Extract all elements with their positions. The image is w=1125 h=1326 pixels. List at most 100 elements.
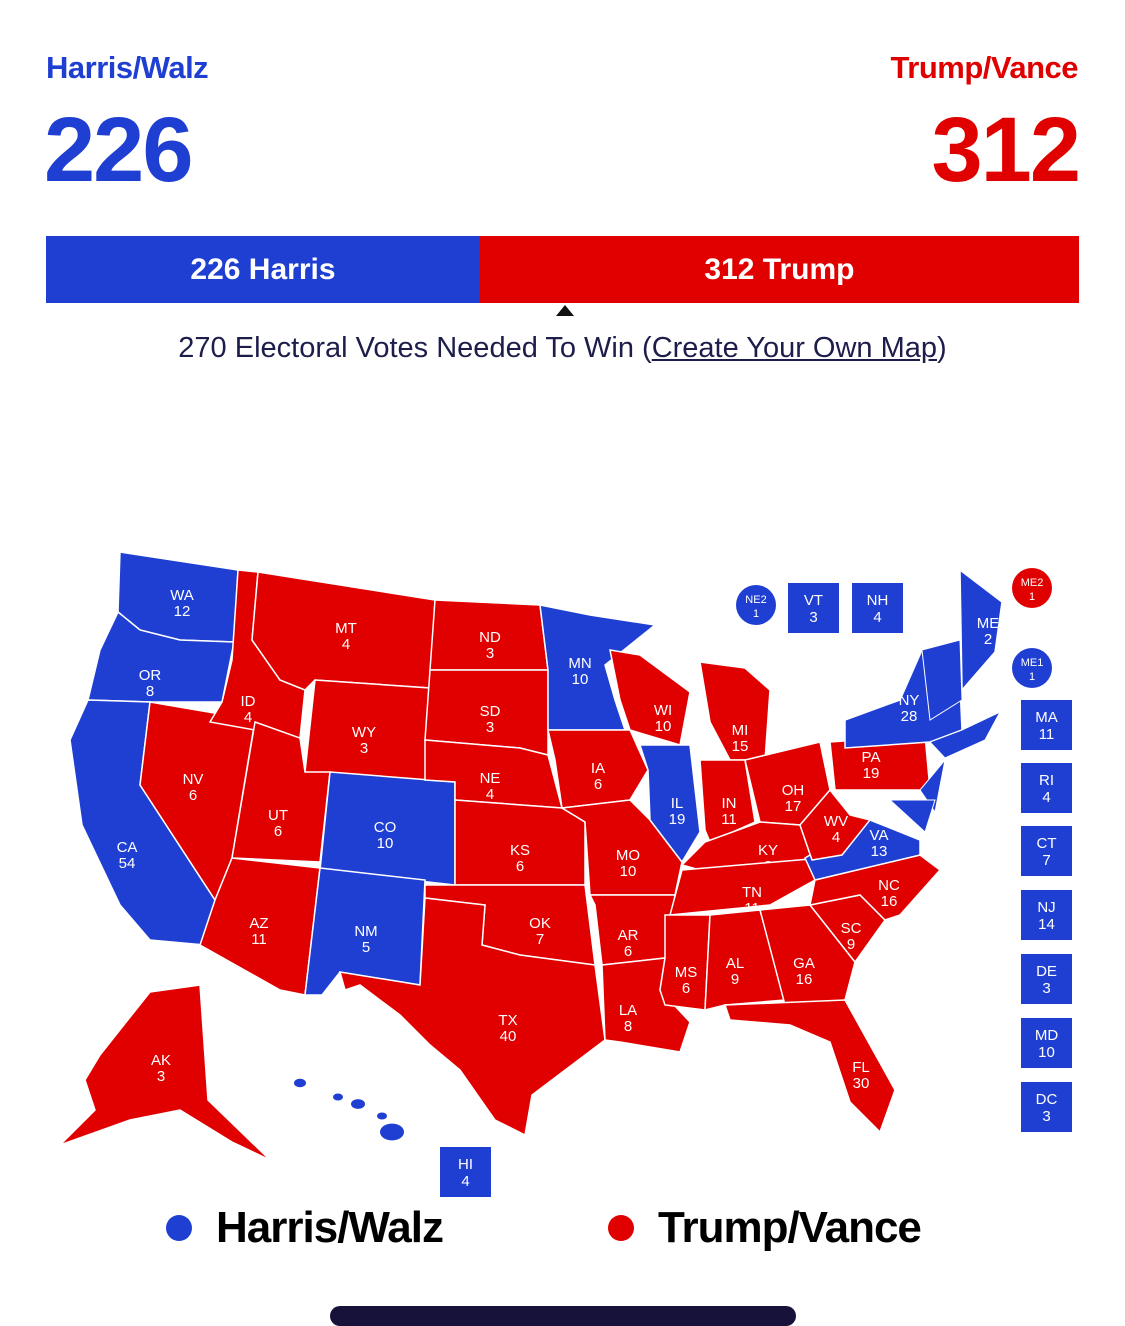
state-box-vt[interactable] — [788, 583, 839, 633]
state-ky-label: KY — [758, 842, 778, 859]
state-box-de-label: DE — [1036, 963, 1057, 980]
state-box-md[interactable] — [1021, 1018, 1072, 1068]
state-me[interactable] — [959, 568, 1003, 692]
state-box-md-ev: 10 — [1038, 1044, 1055, 1061]
state-id-ev: 4 — [244, 709, 252, 726]
state-ar-ev: 6 — [624, 943, 632, 960]
hawaii-island — [380, 1123, 404, 1141]
state-box-hi[interactable] — [440, 1147, 491, 1197]
state-mt-label: MT — [335, 620, 357, 637]
state-wv-ev: 4 — [832, 829, 840, 846]
state-box-hi-label: HI — [458, 1156, 473, 1173]
state-ca-ev: 54 — [119, 855, 136, 872]
state-sd-label: SD — [480, 703, 501, 720]
state-ga[interactable] — [759, 904, 856, 1006]
northeast-state-shape[interactable] — [929, 710, 1002, 759]
state-box-nh-label: NH — [867, 592, 889, 609]
state-box-ma-label: MA — [1035, 709, 1058, 726]
legend-rep: Trump/Vance — [608, 1203, 922, 1253]
state-box-nh[interactable] — [852, 583, 903, 633]
state-ks-ev: 6 — [516, 858, 524, 875]
state-mi-ev: 15 — [732, 738, 749, 755]
state-az-label: AZ — [249, 915, 268, 932]
state-or-label: OR — [139, 667, 162, 684]
state-ia-label: IA — [591, 760, 605, 777]
state-il[interactable] — [638, 744, 701, 864]
district-me2-ev: 1 — [1029, 591, 1035, 603]
state-or-ev: 8 — [146, 683, 154, 700]
northeast-state-shape[interactable] — [921, 639, 963, 721]
state-ar-label: AR — [618, 927, 639, 944]
northeast-state-shape[interactable] — [888, 799, 936, 833]
state-oh-ev: 17 — [785, 798, 802, 815]
state-box-nj-ev: 14 — [1038, 916, 1055, 933]
district-ne2[interactable] — [736, 585, 776, 625]
state-nm-ev: 5 — [362, 939, 370, 956]
state-nc-label: NC — [878, 877, 900, 894]
state-tn-label: TN — [742, 884, 762, 901]
state-fl-ev: 30 — [853, 1075, 870, 1092]
rep-electoral-votes: 312 — [931, 99, 1081, 201]
state-mn[interactable] — [539, 604, 657, 731]
state-co-label: CO — [374, 819, 397, 836]
270-marker-icon — [556, 305, 574, 316]
state-al-ev: 9 — [731, 971, 739, 988]
votes-needed-close: ) — [937, 332, 947, 364]
state-ga-ev: 16 — [796, 971, 813, 988]
state-box-ct-ev: 7 — [1042, 852, 1050, 869]
state-ca-label: CA — [117, 839, 138, 856]
state-box-ma-ev: 11 — [1039, 726, 1055, 743]
state-tn[interactable] — [668, 857, 824, 916]
state-mo-ev: 10 — [620, 863, 637, 880]
dem-dot-icon — [166, 1215, 192, 1241]
dem-bar-segment: 226 Harris — [46, 236, 480, 303]
state-ks-label: KS — [510, 842, 530, 859]
state-wi-label: WI — [654, 702, 672, 719]
state-fl[interactable] — [723, 999, 896, 1134]
district-me1[interactable] — [1012, 648, 1052, 688]
state-box-de[interactable] — [1021, 954, 1072, 1004]
district-ne2-ev: 1 — [753, 608, 759, 620]
state-ak[interactable] — [59, 984, 271, 1161]
state-box-ri[interactable] — [1021, 763, 1072, 813]
district-me2[interactable] — [1012, 568, 1052, 608]
state-box-dc[interactable] — [1021, 1082, 1072, 1132]
state-box-ct[interactable] — [1021, 826, 1072, 876]
state-box-dc-label: DC — [1036, 1091, 1058, 1108]
state-wv-label: WV — [824, 813, 848, 830]
hawaii-island — [333, 1093, 343, 1101]
state-box-ct-label: CT — [1037, 835, 1057, 852]
state-box-nj-label: NJ — [1037, 899, 1055, 916]
state-mn-label: MN — [568, 655, 591, 672]
state-nm-label: NM — [354, 923, 377, 940]
state-wy-label: WY — [352, 724, 376, 741]
state-box-ri-ev: 4 — [1042, 789, 1050, 806]
state-box-vt-label: VT — [804, 592, 823, 609]
rep-bar-segment: 312 Trump — [479, 236, 1079, 303]
state-mn-ev: 10 — [572, 671, 589, 688]
district-me1-label: ME1 — [1021, 657, 1044, 669]
state-nc[interactable] — [809, 854, 942, 921]
state-box-ma[interactable] — [1021, 700, 1072, 750]
dem-electoral-votes: 226 — [44, 99, 193, 201]
state-wv[interactable] — [799, 788, 872, 861]
state-wa-ev: 12 — [174, 603, 191, 620]
state-ks[interactable] — [454, 799, 586, 886]
state-in-label: IN — [722, 795, 737, 812]
state-tx[interactable] — [338, 897, 606, 1137]
state-box-de-ev: 3 — [1042, 980, 1050, 997]
state-in-ev: 11 — [721, 811, 737, 828]
district-me2-label: ME2 — [1021, 577, 1044, 589]
state-al[interactable] — [704, 909, 786, 1011]
state-ga-label: GA — [793, 955, 815, 972]
hawaii-island — [351, 1099, 365, 1109]
state-id-label: ID — [241, 693, 256, 710]
state-ms-label: MS — [675, 964, 698, 981]
create-your-own-map-link[interactable]: Create Your Own Map — [651, 332, 938, 364]
bottom-button[interactable] — [330, 1306, 796, 1326]
state-fl-label: FL — [852, 1059, 870, 1076]
legend-rep-label: Trump/Vance — [658, 1203, 922, 1252]
state-ak-ev: 3 — [157, 1068, 165, 1085]
state-box-nj[interactable] — [1021, 890, 1072, 940]
